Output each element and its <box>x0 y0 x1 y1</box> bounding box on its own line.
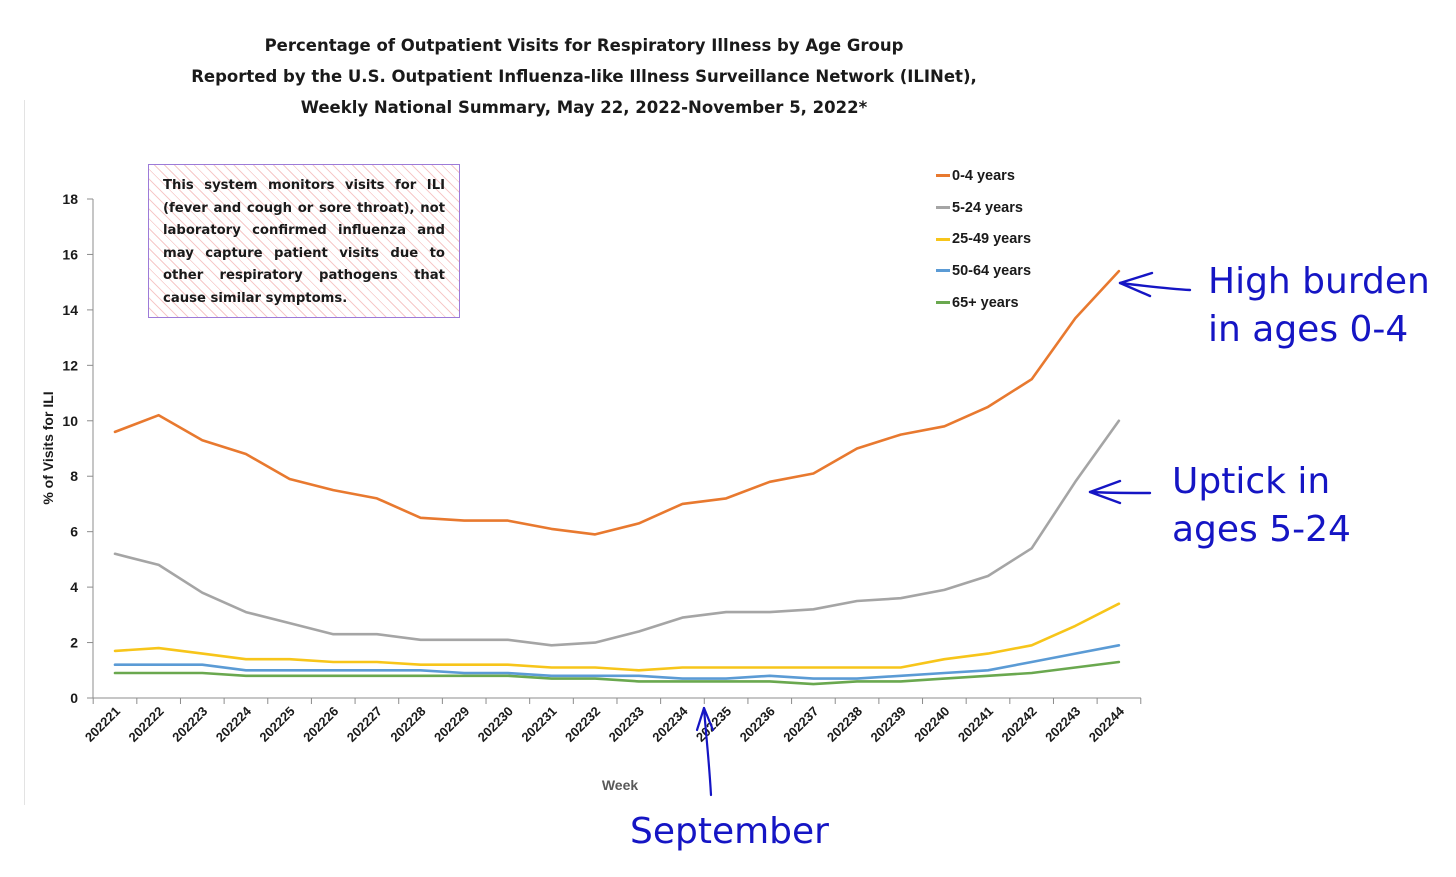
x-tick-label: 202236 <box>737 704 778 745</box>
arrow-september-shaft <box>702 706 713 797</box>
arrow-september-head <box>695 706 715 732</box>
legend-item-50-64: 50-64 years <box>936 255 1031 287</box>
legend-label-50-64: 50-64 years <box>952 262 1032 279</box>
x-tick-label: 202221 <box>82 704 123 745</box>
series-65-plus-line <box>113 660 1121 686</box>
y-tick-label: 8 <box>70 468 78 484</box>
x-tick-label: 202244 <box>1086 703 1128 745</box>
chart-title-line-2: Reported by the U.S. Outpatient Influenz… <box>191 67 977 86</box>
x-tick-label: 202238 <box>824 704 865 745</box>
chart-title: Percentage of Outpatient Visits for Resp… <box>0 30 1168 123</box>
series-0-4-line <box>113 269 1121 536</box>
left-page-rule <box>24 100 25 805</box>
chart-legend: 0-4 years 5-24 years 25-49 years 50-64 y… <box>936 160 1031 318</box>
x-tick-label: 202237 <box>780 704 821 745</box>
series-50-64-line <box>113 643 1121 680</box>
legend-item-65-plus: 65+ years <box>936 287 1031 319</box>
x-tick-label: 202233 <box>606 704 647 745</box>
legend-label-0-4: 0-4 years <box>952 167 1015 184</box>
x-tick-label: 202224 <box>213 703 255 745</box>
x-tick-label: 202232 <box>562 704 603 745</box>
annotation-uptick: Uptick in ages 5-24 <box>1172 458 1351 554</box>
x-tick-label: 202242 <box>998 704 1039 745</box>
x-tick-label: 202226 <box>300 704 341 745</box>
disclaimer-note-box: This system monitors visits for ILI (fev… <box>148 164 460 318</box>
x-tick-label: 202229 <box>431 704 472 745</box>
y-tick-label: 10 <box>62 413 78 429</box>
y-tick-label: 14 <box>62 302 78 318</box>
annotation-high-burden-line-1: High burden <box>1208 261 1430 302</box>
annotation-high-burden: High burden in ages 0-4 <box>1208 258 1430 354</box>
y-tick-label: 4 <box>70 579 78 595</box>
x-tick-label: 202239 <box>868 704 909 745</box>
legend-swatch-0-4 <box>936 174 950 178</box>
annotation-september: September <box>630 808 829 856</box>
legend-label-25-49: 25-49 years <box>952 231 1032 248</box>
y-tick-label: 2 <box>70 635 78 651</box>
y-tick-label: 12 <box>62 357 78 373</box>
x-tick-label: 202228 <box>387 704 428 745</box>
legend-swatch-5-24 <box>936 206 950 210</box>
arrow-uptick-shaft <box>1088 490 1152 495</box>
x-tick-label: 202231 <box>518 704 559 745</box>
y-tick-label: 16 <box>62 246 78 262</box>
annotation-high-burden-line-2: in ages 0-4 <box>1208 309 1409 350</box>
x-tick-label: 202234 <box>649 703 691 745</box>
x-tick-label: 202230 <box>475 704 516 745</box>
legend-swatch-25-49 <box>936 237 950 241</box>
x-tick-label: 202222 <box>125 704 166 745</box>
annotation-uptick-line-1: Uptick in <box>1172 461 1331 502</box>
legend-label-65-plus: 65+ years <box>952 294 1019 311</box>
series-5-24-line <box>113 419 1121 647</box>
annotation-september-label: September <box>630 811 829 852</box>
y-tick-label: 0 <box>70 690 78 706</box>
x-tick-label: 202227 <box>344 704 385 745</box>
y-axis-title: % of Visits for ILI <box>40 391 56 504</box>
x-tick-label: 202223 <box>169 704 210 745</box>
annotation-uptick-line-2: ages 5-24 <box>1172 509 1351 550</box>
x-tick-label: 202225 <box>256 704 297 745</box>
legend-item-25-49: 25-49 years <box>936 223 1031 255</box>
legend-label-5-24: 5-24 years <box>952 199 1023 216</box>
y-tick-label: 18 <box>62 191 78 207</box>
legend-item-5-24: 5-24 years <box>936 192 1031 224</box>
chart-title-line-1: Percentage of Outpatient Visits for Resp… <box>264 36 904 55</box>
chart-title-line-3: Weekly National Summary, May 22, 2022-No… <box>300 98 868 117</box>
legend-item-0-4: 0-4 years <box>936 160 1031 192</box>
x-tick-label: 202240 <box>911 704 952 745</box>
y-tick-label: 6 <box>70 524 78 540</box>
x-tick-label: 202241 <box>955 704 996 745</box>
x-axis-title: Week <box>602 777 639 793</box>
x-tick-label: 202243 <box>1042 704 1083 745</box>
arrow-high-burden-head <box>1118 271 1154 298</box>
arrow-high-burden-shaft <box>1118 281 1192 292</box>
legend-swatch-50-64 <box>936 269 950 273</box>
arrow-uptick-head <box>1088 479 1122 505</box>
legend-swatch-65-plus <box>936 301 950 305</box>
series-25-49-line <box>113 602 1121 672</box>
disclaimer-note-text: This system monitors visits for ILI (fev… <box>163 178 445 306</box>
